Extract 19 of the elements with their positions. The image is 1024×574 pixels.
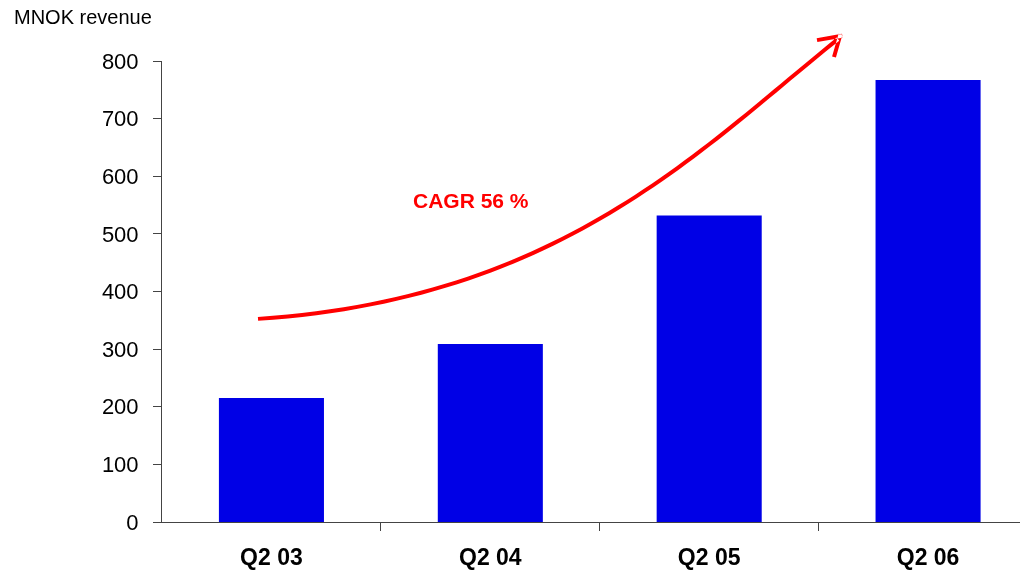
y-tick-label: 600 <box>101 163 139 189</box>
bar <box>218 398 324 522</box>
y-axis-title: MNOK revenue <box>14 6 152 28</box>
annotation: CAGR 56 % <box>413 189 529 212</box>
x-tick-label: Q2 04 <box>458 543 522 570</box>
x-tick-label: Q2 03 <box>240 543 303 570</box>
bar <box>656 215 762 522</box>
x-tick-label: Q2 06 <box>896 543 960 570</box>
bar <box>437 343 543 522</box>
bar <box>875 80 981 522</box>
x-tick-label: Q2 05 <box>677 543 741 570</box>
y-tick-label: 200 <box>101 394 139 420</box>
y-tick-label: 500 <box>101 221 139 247</box>
y-tick-label: 700 <box>101 106 139 132</box>
y-tick-label: 0 <box>126 509 139 535</box>
y-tick-label: 100 <box>101 452 139 478</box>
y-tick-label: 300 <box>101 336 139 362</box>
y-tick-label: 800 <box>101 48 139 74</box>
y-tick-label: 400 <box>101 279 139 305</box>
